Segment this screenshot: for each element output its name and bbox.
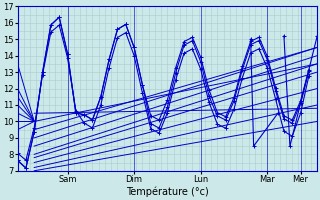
X-axis label: Température (°c): Température (°c) (126, 187, 209, 197)
